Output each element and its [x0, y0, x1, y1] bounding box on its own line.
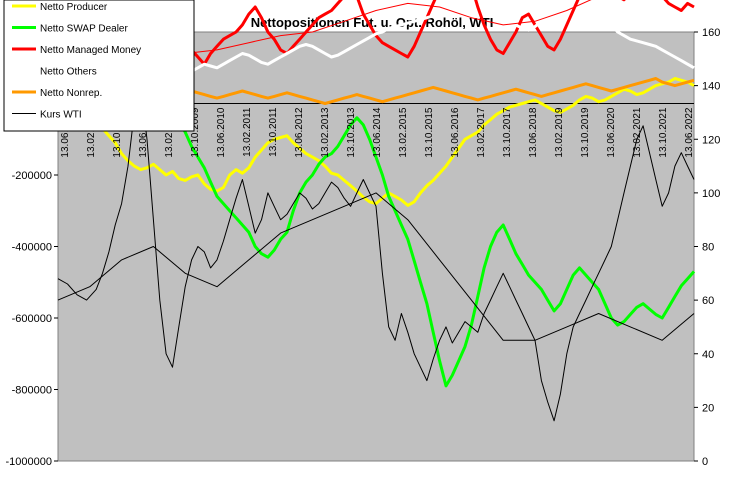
y-right-tick-label: 0 [702, 456, 708, 468]
x-tick-label: 13.06.2022 [684, 107, 695, 157]
x-tick-label: 13.02.2017 [476, 107, 487, 157]
x-tick-label: 13.10.2011 [268, 107, 279, 157]
x-tick-label: 13.06.2020 [606, 107, 617, 157]
x-tick-label: 13.02.2007 [86, 107, 97, 157]
x-tick-label: 13.10.2021 [658, 107, 669, 157]
y-right-tick-label: 20 [702, 402, 714, 414]
legend-entry: Netto SWAP Dealer [40, 24, 128, 35]
x-tick-label: 13.02.2009 [164, 107, 175, 157]
x-tick-label: 13.06.2006 [60, 107, 71, 157]
series-line-trend-7 [57, 192, 695, 341]
x-tick-label: 13.10.2017 [502, 107, 513, 157]
x-tick-label: 13.02.2015 [398, 107, 409, 157]
y-right-tick-label: 80 [702, 242, 714, 254]
y-left-tick-label: -1000000 [6, 456, 53, 468]
legend-box [3, 0, 195, 132]
y-right-tick-label: 40 [702, 349, 714, 361]
x-axis: 13.06.2006 13.02.2007 13.10.2007 13.06.2008… [60, 107, 695, 157]
y-axis-right: 0 20 40 60 80 100 120 140 160 [694, 27, 720, 468]
x-tick-label: 13.06.2016 [450, 107, 461, 157]
legend-entry: Netto Managed Money [40, 45, 141, 56]
y-right-tick-label: 100 [702, 188, 720, 200]
y-right-tick-label: 160 [702, 27, 720, 39]
legend-entry: Netto Others [40, 67, 97, 78]
legend-entry: Netto Nonrep. [40, 88, 102, 99]
y-left-tick-label: -600000 [12, 313, 52, 325]
y-left-tick-label: -400000 [12, 242, 52, 254]
y-right-tick-label: 140 [702, 81, 720, 93]
x-tick-label: 13.10.2019 [580, 107, 591, 157]
x-tick-label: 13.10.2015 [424, 107, 435, 157]
x-tick-label: 13.02.2013 [320, 107, 331, 157]
x-tick-label: 13.10.2013 [346, 107, 357, 157]
y-left-tick-label: -800000 [12, 385, 52, 397]
series-line-kurs-wti [57, 85, 695, 422]
x-tick-label: 13.02.2021 [632, 107, 643, 157]
x-tick-label: 13.02.2019 [554, 107, 565, 157]
y-right-tick-label: 120 [702, 134, 720, 146]
legend-entry: Kurs WTI [40, 110, 82, 121]
x-tick-label: 13.06.2018 [528, 107, 539, 157]
x-tick-label: 13.06.2010 [216, 107, 227, 157]
x-tick-label: 13.10.2009 [190, 107, 201, 157]
x-tick-label: 13.06.2012 [294, 107, 305, 157]
x-tick-label: 13.02.2011 [242, 107, 253, 157]
y-right-tick-label: 60 [702, 295, 714, 307]
legend-entry: Netto Producer [40, 2, 108, 13]
y-left-tick-label: -200000 [12, 170, 52, 182]
x-tick-label: 13.06.2014 [372, 107, 383, 157]
legend: Netto Producer Netto SWAP Dealer Netto Man… [3, 0, 195, 132]
x-tick-label: 13.10.2007 [112, 107, 123, 157]
x-tick-label: 13.06.2008 [138, 107, 149, 157]
